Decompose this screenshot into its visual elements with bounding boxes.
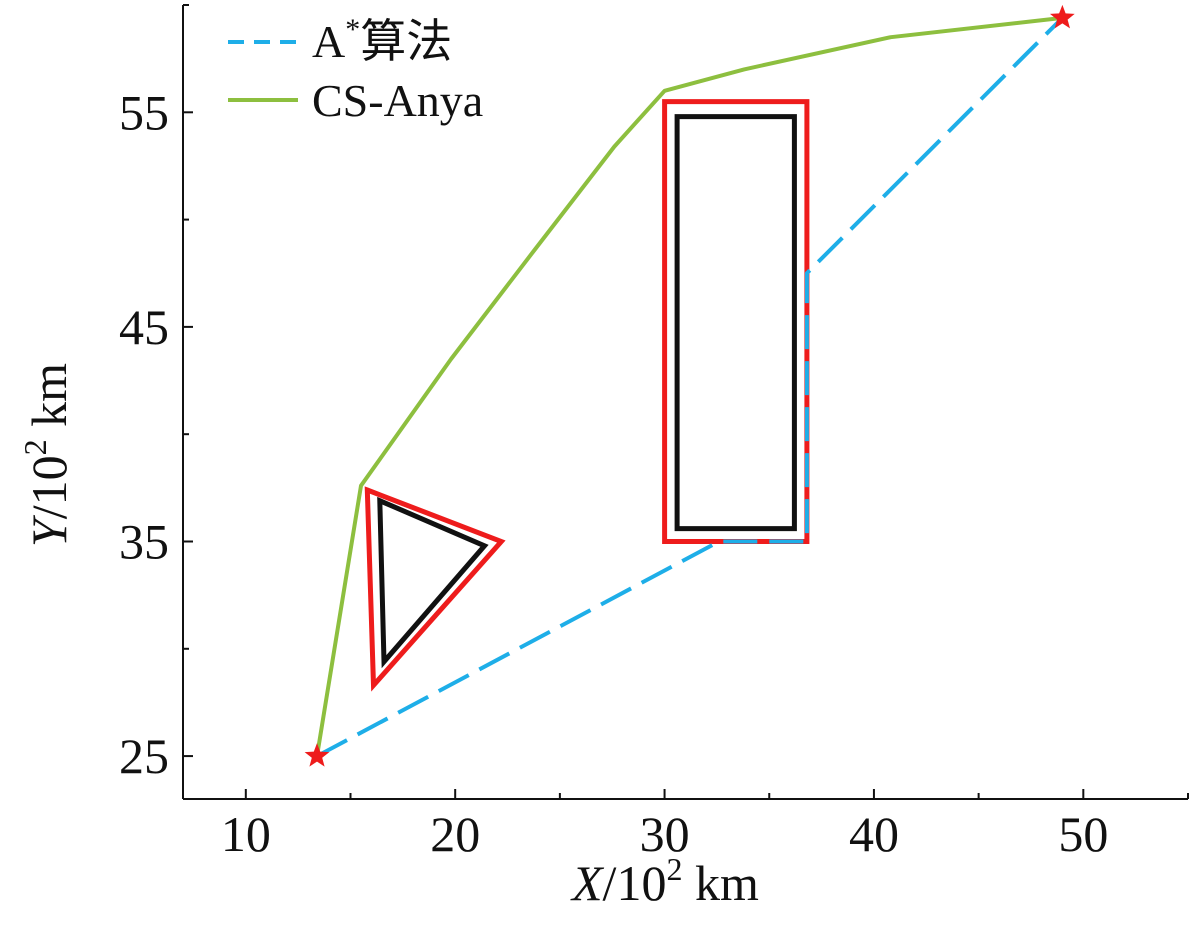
plot-area — [304, 4, 1075, 767]
goal-marker — [1050, 4, 1075, 29]
y-tick-label-45: 45 — [119, 299, 169, 355]
x-tick-label-10: 10 — [221, 806, 271, 862]
y-axis-title-unit: /10 — [21, 455, 77, 519]
y-tick-label-25: 25 — [119, 728, 169, 784]
x-tick-label-40: 40 — [849, 806, 899, 862]
legend-label-csanya: CS-Anya — [312, 75, 483, 126]
axes: 10 20 30 40 50 25 35 45 55 — [119, 4, 1189, 862]
y-axis-title-var: Y — [21, 514, 77, 547]
x-tick-label-50: 50 — [1058, 806, 1108, 862]
rectangle-obstacle — [674, 114, 797, 532]
legend-label-astar-sup: * — [345, 13, 360, 46]
x-axis-title-suffix: km — [682, 855, 759, 911]
legend-label-astar: A*算法 — [312, 13, 452, 67]
series-line-astar — [316, 16, 1064, 758]
triangle-obstacle-buffer — [364, 486, 506, 692]
x-axis-title: X/102 km — [570, 851, 759, 911]
y-axis-title-suffix: km — [21, 363, 77, 440]
x-axis-title-unit: /10 — [603, 855, 667, 911]
y-tick-label-35: 35 — [119, 513, 169, 569]
rectangle-obstacle-buffer — [662, 99, 810, 544]
x-axis-title-var: X — [570, 855, 605, 911]
legend: A*算法 CS-Anya — [228, 13, 483, 126]
x-axis-title-exp: 2 — [666, 851, 682, 887]
x-tick-label-30: 30 — [640, 806, 690, 862]
x-tick-label-20: 20 — [430, 806, 480, 862]
start-marker — [304, 743, 330, 767]
y-axis-title-exp: 2 — [17, 439, 53, 455]
y-axis-title: Y/102 km — [17, 363, 77, 547]
triangle-obstacle — [377, 496, 489, 669]
series-line-csanya — [315, 15, 1063, 757]
y-tick-label-55: 55 — [119, 84, 169, 140]
legend-label-astar-rest: 算法 — [360, 16, 452, 67]
legend-label-astar-main: A — [312, 16, 345, 67]
